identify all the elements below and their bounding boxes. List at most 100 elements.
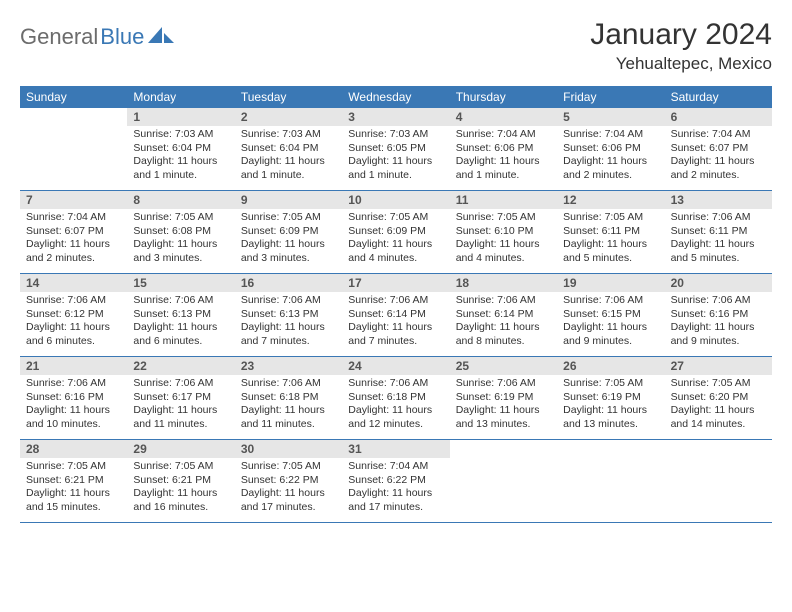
daylight-text: Daylight: 11 hours and 17 minutes. (348, 487, 443, 514)
day-content: Sunrise: 7:06 AMSunset: 6:11 PMDaylight:… (665, 209, 772, 270)
daylight-text: Daylight: 11 hours and 2 minutes. (26, 238, 121, 265)
sunrise-text: Sunrise: 7:06 AM (241, 377, 336, 391)
sunset-text: Sunset: 6:07 PM (671, 142, 766, 156)
day-content: Sunrise: 7:05 AMSunset: 6:20 PMDaylight:… (665, 375, 772, 436)
day-content: Sunrise: 7:06 AMSunset: 6:17 PMDaylight:… (127, 375, 234, 436)
day-number: 3 (342, 108, 449, 126)
day-number: 22 (127, 357, 234, 375)
day-number: 8 (127, 191, 234, 209)
sunrise-text: Sunrise: 7:03 AM (348, 128, 443, 142)
sunrise-text: Sunrise: 7:06 AM (26, 377, 121, 391)
sunset-text: Sunset: 6:16 PM (26, 391, 121, 405)
daylight-text: Daylight: 11 hours and 10 minutes. (26, 404, 121, 431)
day-number (450, 440, 557, 444)
day-cell: 31Sunrise: 7:04 AMSunset: 6:22 PMDayligh… (342, 440, 449, 522)
week-row: 14Sunrise: 7:06 AMSunset: 6:12 PMDayligh… (20, 274, 772, 357)
day-cell: 25Sunrise: 7:06 AMSunset: 6:19 PMDayligh… (450, 357, 557, 439)
logo-sail-icon (148, 25, 174, 45)
day-cell: 18Sunrise: 7:06 AMSunset: 6:14 PMDayligh… (450, 274, 557, 356)
day-content: Sunrise: 7:06 AMSunset: 6:18 PMDaylight:… (342, 375, 449, 436)
day-content: Sunrise: 7:04 AMSunset: 6:06 PMDaylight:… (557, 126, 664, 187)
daylight-text: Daylight: 11 hours and 1 minute. (241, 155, 336, 182)
day-cell: 28Sunrise: 7:05 AMSunset: 6:21 PMDayligh… (20, 440, 127, 522)
day-cell: 26Sunrise: 7:05 AMSunset: 6:19 PMDayligh… (557, 357, 664, 439)
daylight-text: Daylight: 11 hours and 1 minute. (133, 155, 228, 182)
day-content: Sunrise: 7:06 AMSunset: 6:12 PMDaylight:… (20, 292, 127, 353)
day-cell: 30Sunrise: 7:05 AMSunset: 6:22 PMDayligh… (235, 440, 342, 522)
sunrise-text: Sunrise: 7:05 AM (563, 377, 658, 391)
day-content: Sunrise: 7:05 AMSunset: 6:09 PMDaylight:… (235, 209, 342, 270)
sunrise-text: Sunrise: 7:04 AM (563, 128, 658, 142)
day-cell: 20Sunrise: 7:06 AMSunset: 6:16 PMDayligh… (665, 274, 772, 356)
sunset-text: Sunset: 6:19 PM (456, 391, 551, 405)
daylight-text: Daylight: 11 hours and 6 minutes. (26, 321, 121, 348)
day-cell (665, 440, 772, 522)
daylight-text: Daylight: 11 hours and 13 minutes. (563, 404, 658, 431)
day-number: 6 (665, 108, 772, 126)
sunset-text: Sunset: 6:18 PM (348, 391, 443, 405)
daylight-text: Daylight: 11 hours and 17 minutes. (241, 487, 336, 514)
day-cell: 12Sunrise: 7:05 AMSunset: 6:11 PMDayligh… (557, 191, 664, 273)
day-cell: 16Sunrise: 7:06 AMSunset: 6:13 PMDayligh… (235, 274, 342, 356)
sunset-text: Sunset: 6:20 PM (671, 391, 766, 405)
day-cell: 22Sunrise: 7:06 AMSunset: 6:17 PMDayligh… (127, 357, 234, 439)
sunrise-text: Sunrise: 7:05 AM (563, 211, 658, 225)
day-number: 10 (342, 191, 449, 209)
sunrise-text: Sunrise: 7:05 AM (671, 377, 766, 391)
sunset-text: Sunset: 6:13 PM (241, 308, 336, 322)
page-header: GeneralBlue January 2024 Yehualtepec, Me… (20, 18, 772, 74)
daylight-text: Daylight: 11 hours and 1 minute. (348, 155, 443, 182)
sunrise-text: Sunrise: 7:06 AM (241, 294, 336, 308)
day-number: 29 (127, 440, 234, 458)
day-cell: 7Sunrise: 7:04 AMSunset: 6:07 PMDaylight… (20, 191, 127, 273)
day-number (20, 108, 127, 112)
day-content: Sunrise: 7:06 AMSunset: 6:13 PMDaylight:… (127, 292, 234, 353)
daylight-text: Daylight: 11 hours and 4 minutes. (456, 238, 551, 265)
day-cell: 27Sunrise: 7:05 AMSunset: 6:20 PMDayligh… (665, 357, 772, 439)
calendar: Sunday Monday Tuesday Wednesday Thursday… (20, 86, 772, 523)
weekday-saturday: Saturday (665, 86, 772, 108)
daylight-text: Daylight: 11 hours and 2 minutes. (671, 155, 766, 182)
day-content: Sunrise: 7:06 AMSunset: 6:15 PMDaylight:… (557, 292, 664, 353)
day-content: Sunrise: 7:05 AMSunset: 6:08 PMDaylight:… (127, 209, 234, 270)
day-cell: 24Sunrise: 7:06 AMSunset: 6:18 PMDayligh… (342, 357, 449, 439)
day-content: Sunrise: 7:05 AMSunset: 6:21 PMDaylight:… (20, 458, 127, 519)
day-number: 24 (342, 357, 449, 375)
sunset-text: Sunset: 6:04 PM (133, 142, 228, 156)
sunset-text: Sunset: 6:07 PM (26, 225, 121, 239)
day-cell: 5Sunrise: 7:04 AMSunset: 6:06 PMDaylight… (557, 108, 664, 190)
day-number: 23 (235, 357, 342, 375)
day-number: 28 (20, 440, 127, 458)
weekday-header-row: Sunday Monday Tuesday Wednesday Thursday… (20, 86, 772, 108)
sunrise-text: Sunrise: 7:04 AM (456, 128, 551, 142)
day-cell: 23Sunrise: 7:06 AMSunset: 6:18 PMDayligh… (235, 357, 342, 439)
day-cell: 3Sunrise: 7:03 AMSunset: 6:05 PMDaylight… (342, 108, 449, 190)
day-content: Sunrise: 7:06 AMSunset: 6:18 PMDaylight:… (235, 375, 342, 436)
daylight-text: Daylight: 11 hours and 9 minutes. (563, 321, 658, 348)
day-number: 12 (557, 191, 664, 209)
sunrise-text: Sunrise: 7:05 AM (241, 460, 336, 474)
day-cell: 6Sunrise: 7:04 AMSunset: 6:07 PMDaylight… (665, 108, 772, 190)
daylight-text: Daylight: 11 hours and 6 minutes. (133, 321, 228, 348)
day-content: Sunrise: 7:06 AMSunset: 6:14 PMDaylight:… (342, 292, 449, 353)
day-content: Sunrise: 7:03 AMSunset: 6:05 PMDaylight:… (342, 126, 449, 187)
sunset-text: Sunset: 6:10 PM (456, 225, 551, 239)
sunrise-text: Sunrise: 7:05 AM (241, 211, 336, 225)
day-content: Sunrise: 7:06 AMSunset: 6:14 PMDaylight:… (450, 292, 557, 353)
month-title: January 2024 (590, 18, 772, 52)
daylight-text: Daylight: 11 hours and 16 minutes. (133, 487, 228, 514)
daylight-text: Daylight: 11 hours and 5 minutes. (563, 238, 658, 265)
day-cell: 17Sunrise: 7:06 AMSunset: 6:14 PMDayligh… (342, 274, 449, 356)
sunrise-text: Sunrise: 7:05 AM (26, 460, 121, 474)
daylight-text: Daylight: 11 hours and 8 minutes. (456, 321, 551, 348)
day-number: 19 (557, 274, 664, 292)
day-number: 31 (342, 440, 449, 458)
day-number: 27 (665, 357, 772, 375)
day-cell: 14Sunrise: 7:06 AMSunset: 6:12 PMDayligh… (20, 274, 127, 356)
sunset-text: Sunset: 6:13 PM (133, 308, 228, 322)
day-cell (450, 440, 557, 522)
sunset-text: Sunset: 6:11 PM (671, 225, 766, 239)
daylight-text: Daylight: 11 hours and 12 minutes. (348, 404, 443, 431)
logo: GeneralBlue (20, 18, 174, 50)
weekday-wednesday: Wednesday (342, 86, 449, 108)
